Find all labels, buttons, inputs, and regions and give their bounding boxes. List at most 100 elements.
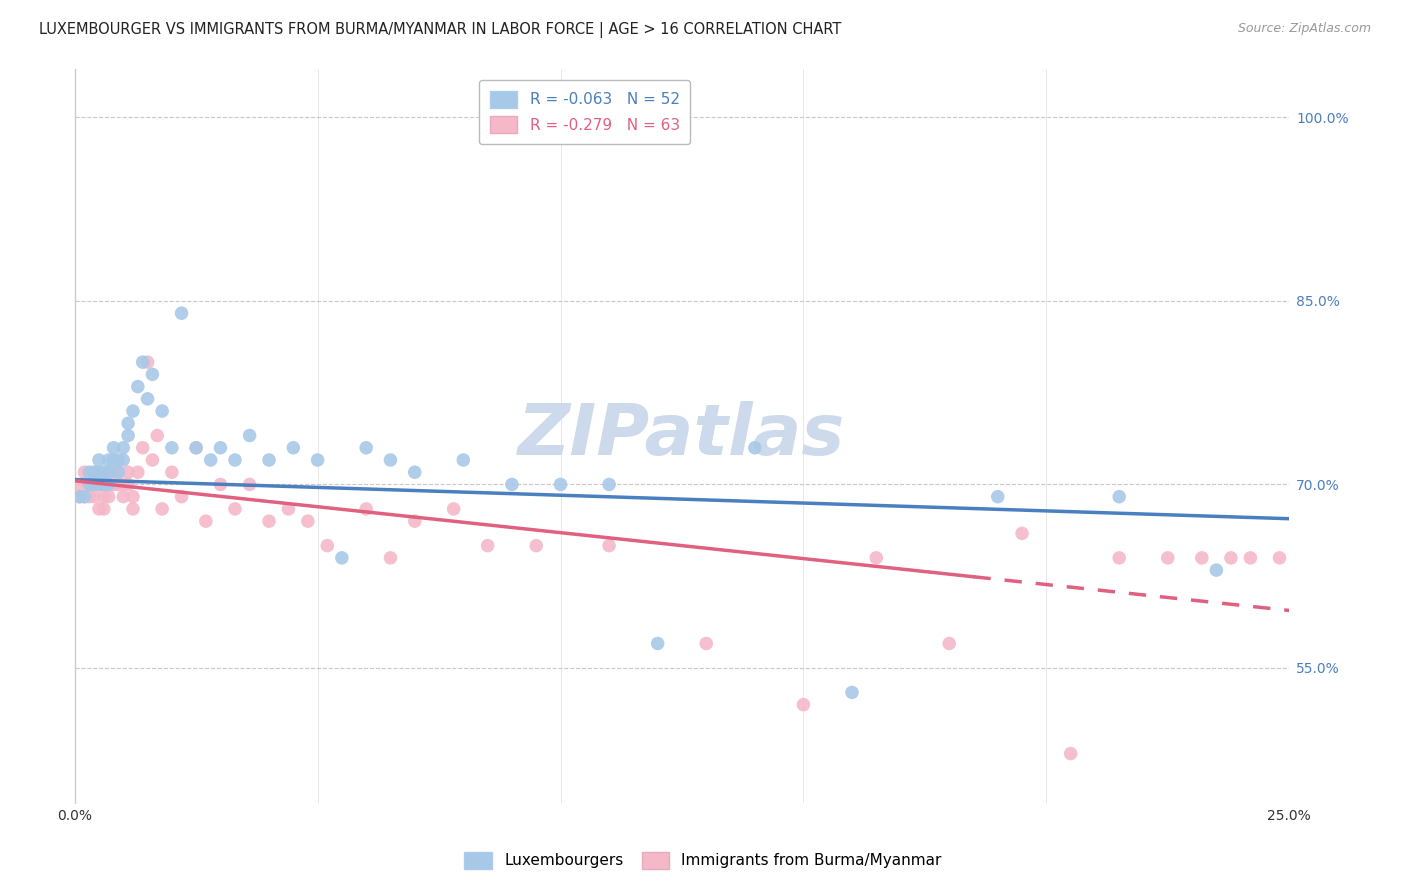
Point — [83, 477, 105, 491]
Point — [97, 477, 120, 491]
Point — [453, 453, 475, 467]
Point — [404, 465, 426, 479]
Point — [77, 465, 100, 479]
Point — [404, 514, 426, 528]
Point — [239, 428, 262, 442]
Point — [73, 490, 96, 504]
Point — [1205, 563, 1227, 577]
Point — [792, 698, 814, 712]
Point — [380, 453, 402, 467]
Point — [107, 453, 129, 467]
Point — [93, 477, 115, 491]
Point — [141, 453, 163, 467]
Point — [477, 539, 499, 553]
Point — [1108, 490, 1130, 504]
Point — [103, 453, 125, 467]
Point — [1219, 550, 1241, 565]
Point — [127, 379, 149, 393]
Point — [69, 490, 91, 504]
Point — [87, 477, 110, 491]
Point — [380, 550, 402, 565]
Point — [73, 490, 96, 504]
Point — [224, 453, 246, 467]
Point — [307, 453, 329, 467]
Point — [1108, 550, 1130, 565]
Point — [73, 465, 96, 479]
Point — [103, 465, 125, 479]
Point — [1157, 550, 1180, 565]
Point — [1059, 747, 1081, 761]
Point — [97, 465, 120, 479]
Point — [97, 477, 120, 491]
Point — [112, 441, 135, 455]
Point — [186, 441, 208, 455]
Point — [209, 441, 232, 455]
Point — [141, 368, 163, 382]
Point — [160, 465, 183, 479]
Point — [107, 465, 129, 479]
Point — [136, 392, 159, 406]
Point — [83, 465, 105, 479]
Point — [83, 477, 105, 491]
Point — [316, 539, 339, 553]
Point — [938, 636, 960, 650]
Text: Source: ZipAtlas.com: Source: ZipAtlas.com — [1237, 22, 1371, 36]
Point — [200, 453, 222, 467]
Point — [1239, 550, 1261, 565]
Point — [77, 477, 100, 491]
Point — [103, 441, 125, 455]
Point — [194, 514, 217, 528]
Point — [1268, 550, 1291, 565]
Point — [695, 636, 717, 650]
Point — [1011, 526, 1033, 541]
Point — [83, 490, 105, 504]
Point — [598, 539, 620, 553]
Point — [97, 453, 120, 467]
Point — [224, 502, 246, 516]
Point — [297, 514, 319, 528]
Point — [330, 550, 353, 565]
Point — [550, 477, 572, 491]
Point — [160, 441, 183, 455]
Point — [170, 490, 193, 504]
Point — [257, 514, 280, 528]
Legend: R = -0.063   N = 52, R = -0.279   N = 63: R = -0.063 N = 52, R = -0.279 N = 63 — [479, 79, 690, 145]
Point — [150, 404, 173, 418]
Point — [170, 306, 193, 320]
Point — [122, 502, 145, 516]
Point — [239, 477, 262, 491]
Point — [117, 417, 139, 431]
Point — [93, 490, 115, 504]
Point — [744, 441, 766, 455]
Point — [87, 453, 110, 467]
Point — [136, 355, 159, 369]
Point — [69, 477, 91, 491]
Point — [97, 490, 120, 504]
Point — [131, 355, 153, 369]
Legend: Luxembourgers, Immigrants from Burma/Myanmar: Luxembourgers, Immigrants from Burma/Mya… — [454, 841, 952, 880]
Point — [354, 441, 377, 455]
Point — [87, 502, 110, 516]
Point — [77, 477, 100, 491]
Point — [524, 539, 547, 553]
Text: LUXEMBOURGER VS IMMIGRANTS FROM BURMA/MYANMAR IN LABOR FORCE | AGE > 16 CORRELAT: LUXEMBOURGER VS IMMIGRANTS FROM BURMA/MY… — [39, 22, 842, 38]
Point — [117, 465, 139, 479]
Point — [69, 490, 91, 504]
Point — [87, 465, 110, 479]
Point — [277, 502, 299, 516]
Point — [283, 441, 305, 455]
Point — [103, 477, 125, 491]
Point — [122, 404, 145, 418]
Point — [122, 490, 145, 504]
Point — [987, 490, 1010, 504]
Point — [83, 465, 105, 479]
Point — [647, 636, 669, 650]
Point — [443, 502, 465, 516]
Point — [257, 453, 280, 467]
Point — [1191, 550, 1213, 565]
Point — [77, 490, 100, 504]
Point — [150, 502, 173, 516]
Point — [865, 550, 887, 565]
Point — [117, 477, 139, 491]
Point — [131, 441, 153, 455]
